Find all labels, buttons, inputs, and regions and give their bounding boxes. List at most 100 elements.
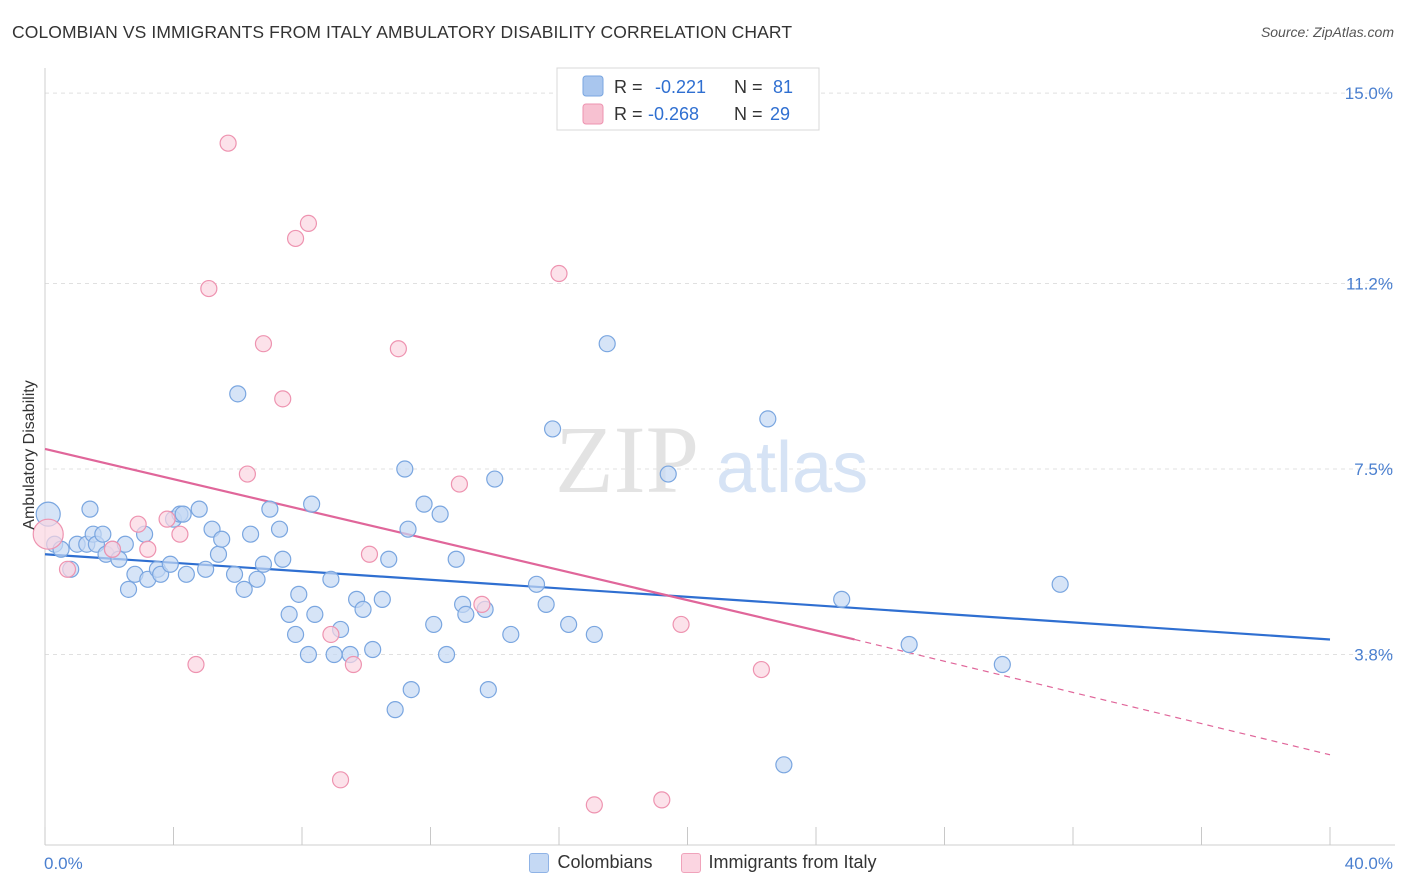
point-colombians xyxy=(94,525,112,543)
point-colombians xyxy=(386,701,404,719)
stats-legend: R = -0.221 N = 81 R = -0.268 N = 29 xyxy=(556,67,820,131)
legend-item-colombians: Colombians xyxy=(529,852,653,873)
point-italy xyxy=(585,796,603,814)
point-colombians xyxy=(364,640,382,659)
stats-n-label-1: N = xyxy=(734,77,763,97)
point-italy xyxy=(219,134,237,152)
point-colombians xyxy=(380,550,398,568)
point-colombians xyxy=(286,625,305,644)
point-italy xyxy=(653,791,671,809)
stats-r-value-1: -0.221 xyxy=(655,77,706,97)
point-italy xyxy=(360,545,379,563)
point-italy xyxy=(274,390,292,408)
point-colombians xyxy=(425,615,443,634)
point-colombians xyxy=(213,530,231,548)
point-colombians xyxy=(280,605,298,624)
point-colombians xyxy=(993,655,1011,674)
data-points xyxy=(32,134,1069,814)
source-label: Source: ZipAtlas.com xyxy=(1260,24,1394,40)
stats-n-label-2: N = xyxy=(734,104,763,124)
point-italy xyxy=(103,540,122,558)
point-colombians xyxy=(225,565,244,583)
point-italy xyxy=(129,515,147,533)
x-tick-label: 0.0% xyxy=(44,854,83,873)
point-colombians xyxy=(248,570,266,588)
legend-label-italy: Immigrants from Italy xyxy=(708,852,877,872)
point-colombians xyxy=(290,585,308,603)
point-colombians xyxy=(543,420,562,438)
point-colombians xyxy=(373,590,391,608)
point-italy xyxy=(344,655,362,674)
point-italy xyxy=(389,340,407,358)
point-colombians xyxy=(502,625,520,644)
point-colombians xyxy=(161,555,179,573)
point-italy xyxy=(473,595,491,613)
point-italy xyxy=(238,465,256,483)
point-colombians xyxy=(254,555,273,573)
point-italy xyxy=(299,214,318,232)
point-colombians xyxy=(437,645,456,664)
point-colombians xyxy=(833,590,851,608)
point-italy xyxy=(139,540,157,558)
trend-line-italy-extension xyxy=(854,638,1331,756)
point-colombians xyxy=(585,625,603,644)
legend-label-colombians: Colombians xyxy=(557,852,653,872)
trend-line-italy xyxy=(44,447,855,641)
stats-r-label-2: R = xyxy=(614,104,643,124)
point-colombians xyxy=(457,605,475,624)
point-colombians xyxy=(479,680,497,699)
stats-r-label-1: R = xyxy=(614,77,643,97)
y-tick-label: 3.8% xyxy=(1354,646,1393,665)
stats-r-value-2: -0.268 xyxy=(648,104,699,124)
point-colombians xyxy=(229,385,247,403)
point-colombians xyxy=(1051,575,1069,593)
y-tick-label: 11.2% xyxy=(1346,275,1393,294)
point-colombians xyxy=(415,495,433,513)
point-colombians xyxy=(190,500,208,518)
point-colombians xyxy=(235,580,253,598)
watermark-atlas: atlas xyxy=(716,428,868,508)
point-italy xyxy=(32,518,64,550)
legend-item-italy: Immigrants from Italy xyxy=(680,852,877,873)
point-italy xyxy=(450,475,469,493)
chart-title: COLOMBIAN VS IMMIGRANTS FROM ITALY AMBUL… xyxy=(12,22,793,42)
point-colombians xyxy=(447,550,465,568)
point-colombians xyxy=(659,465,677,483)
point-italy xyxy=(550,264,568,283)
point-colombians xyxy=(261,500,279,518)
point-colombians xyxy=(274,550,292,568)
point-italy xyxy=(158,510,176,528)
series-legend: Colombians Immigrants from Italy xyxy=(0,852,1406,873)
point-colombians xyxy=(527,575,546,593)
point-italy xyxy=(752,660,770,679)
point-colombians xyxy=(399,520,417,538)
point-colombians xyxy=(306,605,324,624)
point-colombians xyxy=(900,635,918,654)
point-italy xyxy=(58,560,77,578)
stats-swatch-italy xyxy=(582,103,604,125)
point-colombians xyxy=(325,645,343,664)
point-colombians xyxy=(322,570,340,588)
point-italy xyxy=(672,615,690,634)
point-colombians xyxy=(560,615,578,634)
point-colombians xyxy=(299,645,318,664)
legend-swatch-italy xyxy=(680,852,701,873)
tick-labels: 3.8% 7.5% 11.2% 15.0% 0.0% 40.0% xyxy=(44,84,1393,873)
point-italy xyxy=(331,771,350,789)
y-tick-label: 7.5% xyxy=(1354,460,1393,479)
point-colombians xyxy=(396,460,414,478)
point-colombians xyxy=(197,560,215,578)
point-italy xyxy=(171,525,189,543)
point-colombians xyxy=(270,520,289,538)
point-colombians xyxy=(537,595,555,613)
point-italy xyxy=(286,229,305,248)
x-tick-label: 40.0% xyxy=(1345,854,1393,873)
stats-swatch-colombians xyxy=(582,75,604,97)
point-colombians xyxy=(775,756,793,774)
point-colombians xyxy=(174,505,192,523)
point-colombians xyxy=(303,495,321,513)
point-colombians xyxy=(431,505,449,523)
point-colombians xyxy=(402,680,420,699)
stats-n-value-1: 81 xyxy=(773,77,793,97)
